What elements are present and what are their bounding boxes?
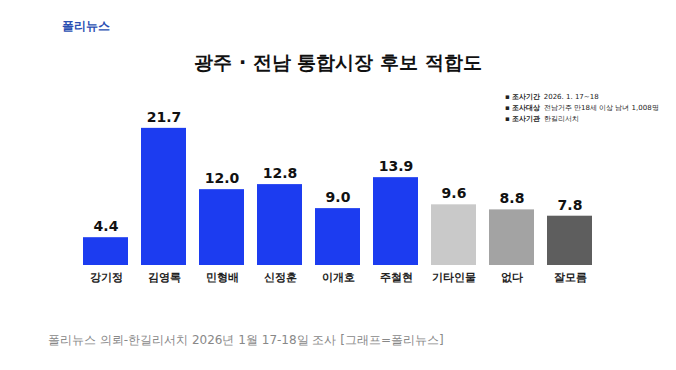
svg-text:9.0: 9.0 (326, 189, 351, 205)
svg-text:김영록: 김영록 (148, 271, 181, 284)
svg-text:7.8: 7.8 (558, 197, 583, 213)
svg-text:잘모름: 잘모름 (554, 271, 587, 284)
svg-text:신정훈: 신정훈 (264, 271, 297, 284)
html-text:전남거주 만18세 이상 남녀 1,008명: 전남거주 만18세 이상 남녀 1,008명 (543, 104, 659, 112)
html-text:2026. 1. 17~18: 2026. 1. 17~18 (543, 93, 599, 101)
html-text:폴리뉴스: 폴리뉴스 (62, 19, 110, 33)
svg-text:이개호: 이개호 (322, 271, 355, 284)
svg-text:강기정: 강기정 (90, 271, 123, 284)
html-text:조사기간: 조사기간 (511, 93, 540, 101)
svg-text:4.4: 4.4 (94, 218, 119, 234)
svg-text:8.8: 8.8 (500, 190, 525, 206)
svg-text:민형배: 민형배 (206, 271, 239, 284)
html-text:조사대상: 조사대상 (511, 104, 540, 112)
svg-text:21.7: 21.7 (147, 109, 182, 125)
html-text:한길리서치: 한길리서치 (543, 115, 579, 123)
svg-text:13.9: 13.9 (379, 158, 414, 174)
svg-text:12.0: 12.0 (205, 170, 240, 186)
html-text:광주 · 전남 통합시장 후보 적합도: 광주 · 전남 통합시장 후보 적합도 (194, 51, 482, 73)
svg-text:12.8: 12.8 (263, 165, 298, 181)
html-text:조사기관: 조사기관 (511, 115, 540, 123)
svg-text:9.6: 9.6 (442, 185, 467, 201)
html-text:폴리뉴스 의뢰-한길리서치 2026년 1월 17-18일: 폴리뉴스 의뢰-한길리서치 2026년 1월 17-18일 조사 [그래프=폴리… (48, 333, 444, 347)
svg-text:없다: 없다 (501, 271, 523, 284)
svg-text:기타인물: 기타인물 (432, 271, 476, 284)
svg-text:주철현: 주철현 (380, 271, 413, 284)
